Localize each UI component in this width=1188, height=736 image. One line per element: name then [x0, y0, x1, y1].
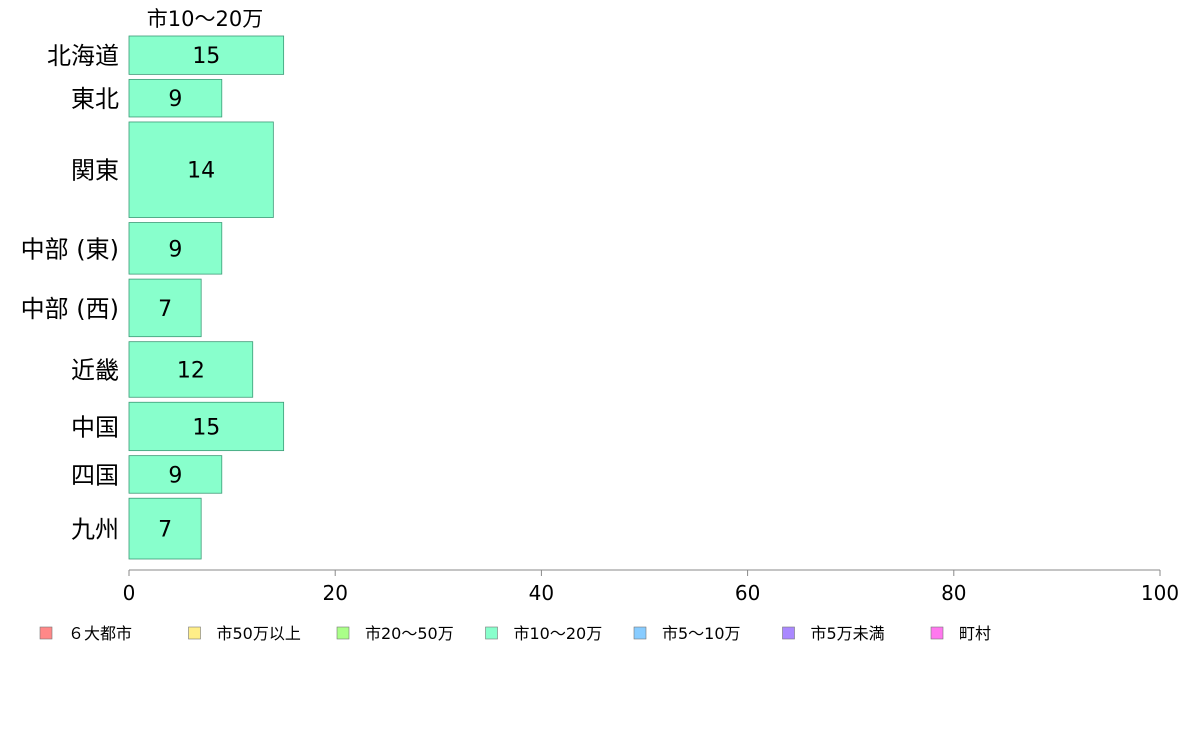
legend-swatch: [485, 626, 498, 640]
x-tick-label: 20: [322, 581, 347, 605]
bar-value-label: 7: [158, 297, 172, 322]
bar: [128, 121, 274, 218]
bar: [128, 455, 223, 494]
bar: [128, 35, 285, 75]
bar-value-label: 12: [177, 358, 205, 383]
x-tick-label: 80: [941, 581, 966, 605]
category-label: 中国: [71, 413, 119, 441]
bar: [128, 341, 254, 398]
x-tick-label: 60: [735, 581, 760, 605]
legend-swatch: [633, 626, 647, 640]
x-tick-label: 0: [123, 581, 136, 605]
x-tick-label: 100: [1141, 581, 1179, 605]
bar-value-label: 9: [168, 463, 182, 488]
category-label: 北海道: [47, 42, 119, 70]
category-label: 四国: [71, 461, 119, 489]
bar-value-label: 14: [187, 159, 215, 184]
category-label: 関東: [71, 157, 119, 185]
legend-label: 町村: [959, 624, 991, 643]
category-label: 東北: [71, 85, 119, 113]
bar: [128, 497, 202, 560]
legend: ６大都市 市50万以上 市20〜50万 市10〜20万 市5〜10万 市5万未満 町村: [39, 624, 991, 643]
legend-swatch: [39, 626, 53, 640]
legend-label: ６大都市: [68, 624, 132, 643]
category-label: 中部 (東): [21, 235, 119, 263]
x-tick-label: 40: [529, 581, 554, 605]
legend-swatch: [336, 626, 350, 640]
bar-value-label: 7: [158, 518, 172, 543]
bar-value-label: 15: [192, 44, 220, 69]
bar: [128, 222, 223, 275]
category-label: 九州: [71, 516, 119, 544]
legend-label: 市50万以上: [217, 624, 301, 643]
legend-label: 市5〜10万: [662, 624, 741, 643]
bar: [128, 278, 202, 338]
legend-label: 市20〜50万: [365, 624, 454, 643]
legend-label: 市5万未満: [811, 624, 885, 643]
bar: [128, 401, 285, 452]
bar-value-label: 9: [168, 237, 182, 262]
category-label: 中部 (西): [21, 295, 119, 323]
series-title: 市10〜20万: [147, 7, 263, 31]
legend-swatch: [782, 626, 795, 640]
bar-value-label: 15: [192, 415, 220, 440]
x-axis: 0 20 40 60 80 100: [123, 569, 1179, 605]
category-label: 近畿: [71, 356, 119, 384]
legend-swatch: [930, 626, 944, 640]
legend-swatch: [188, 626, 201, 640]
bar-value-label: 9: [168, 87, 182, 112]
bar: [128, 78, 223, 118]
bars-group: 15 北海道 9 東北 14 関東 9 中部 (東) 7 中部 (西) 12 近畿 15 中国 9 四国 7 九州: [21, 35, 285, 560]
legend-label: 市10〜20万: [514, 624, 603, 643]
